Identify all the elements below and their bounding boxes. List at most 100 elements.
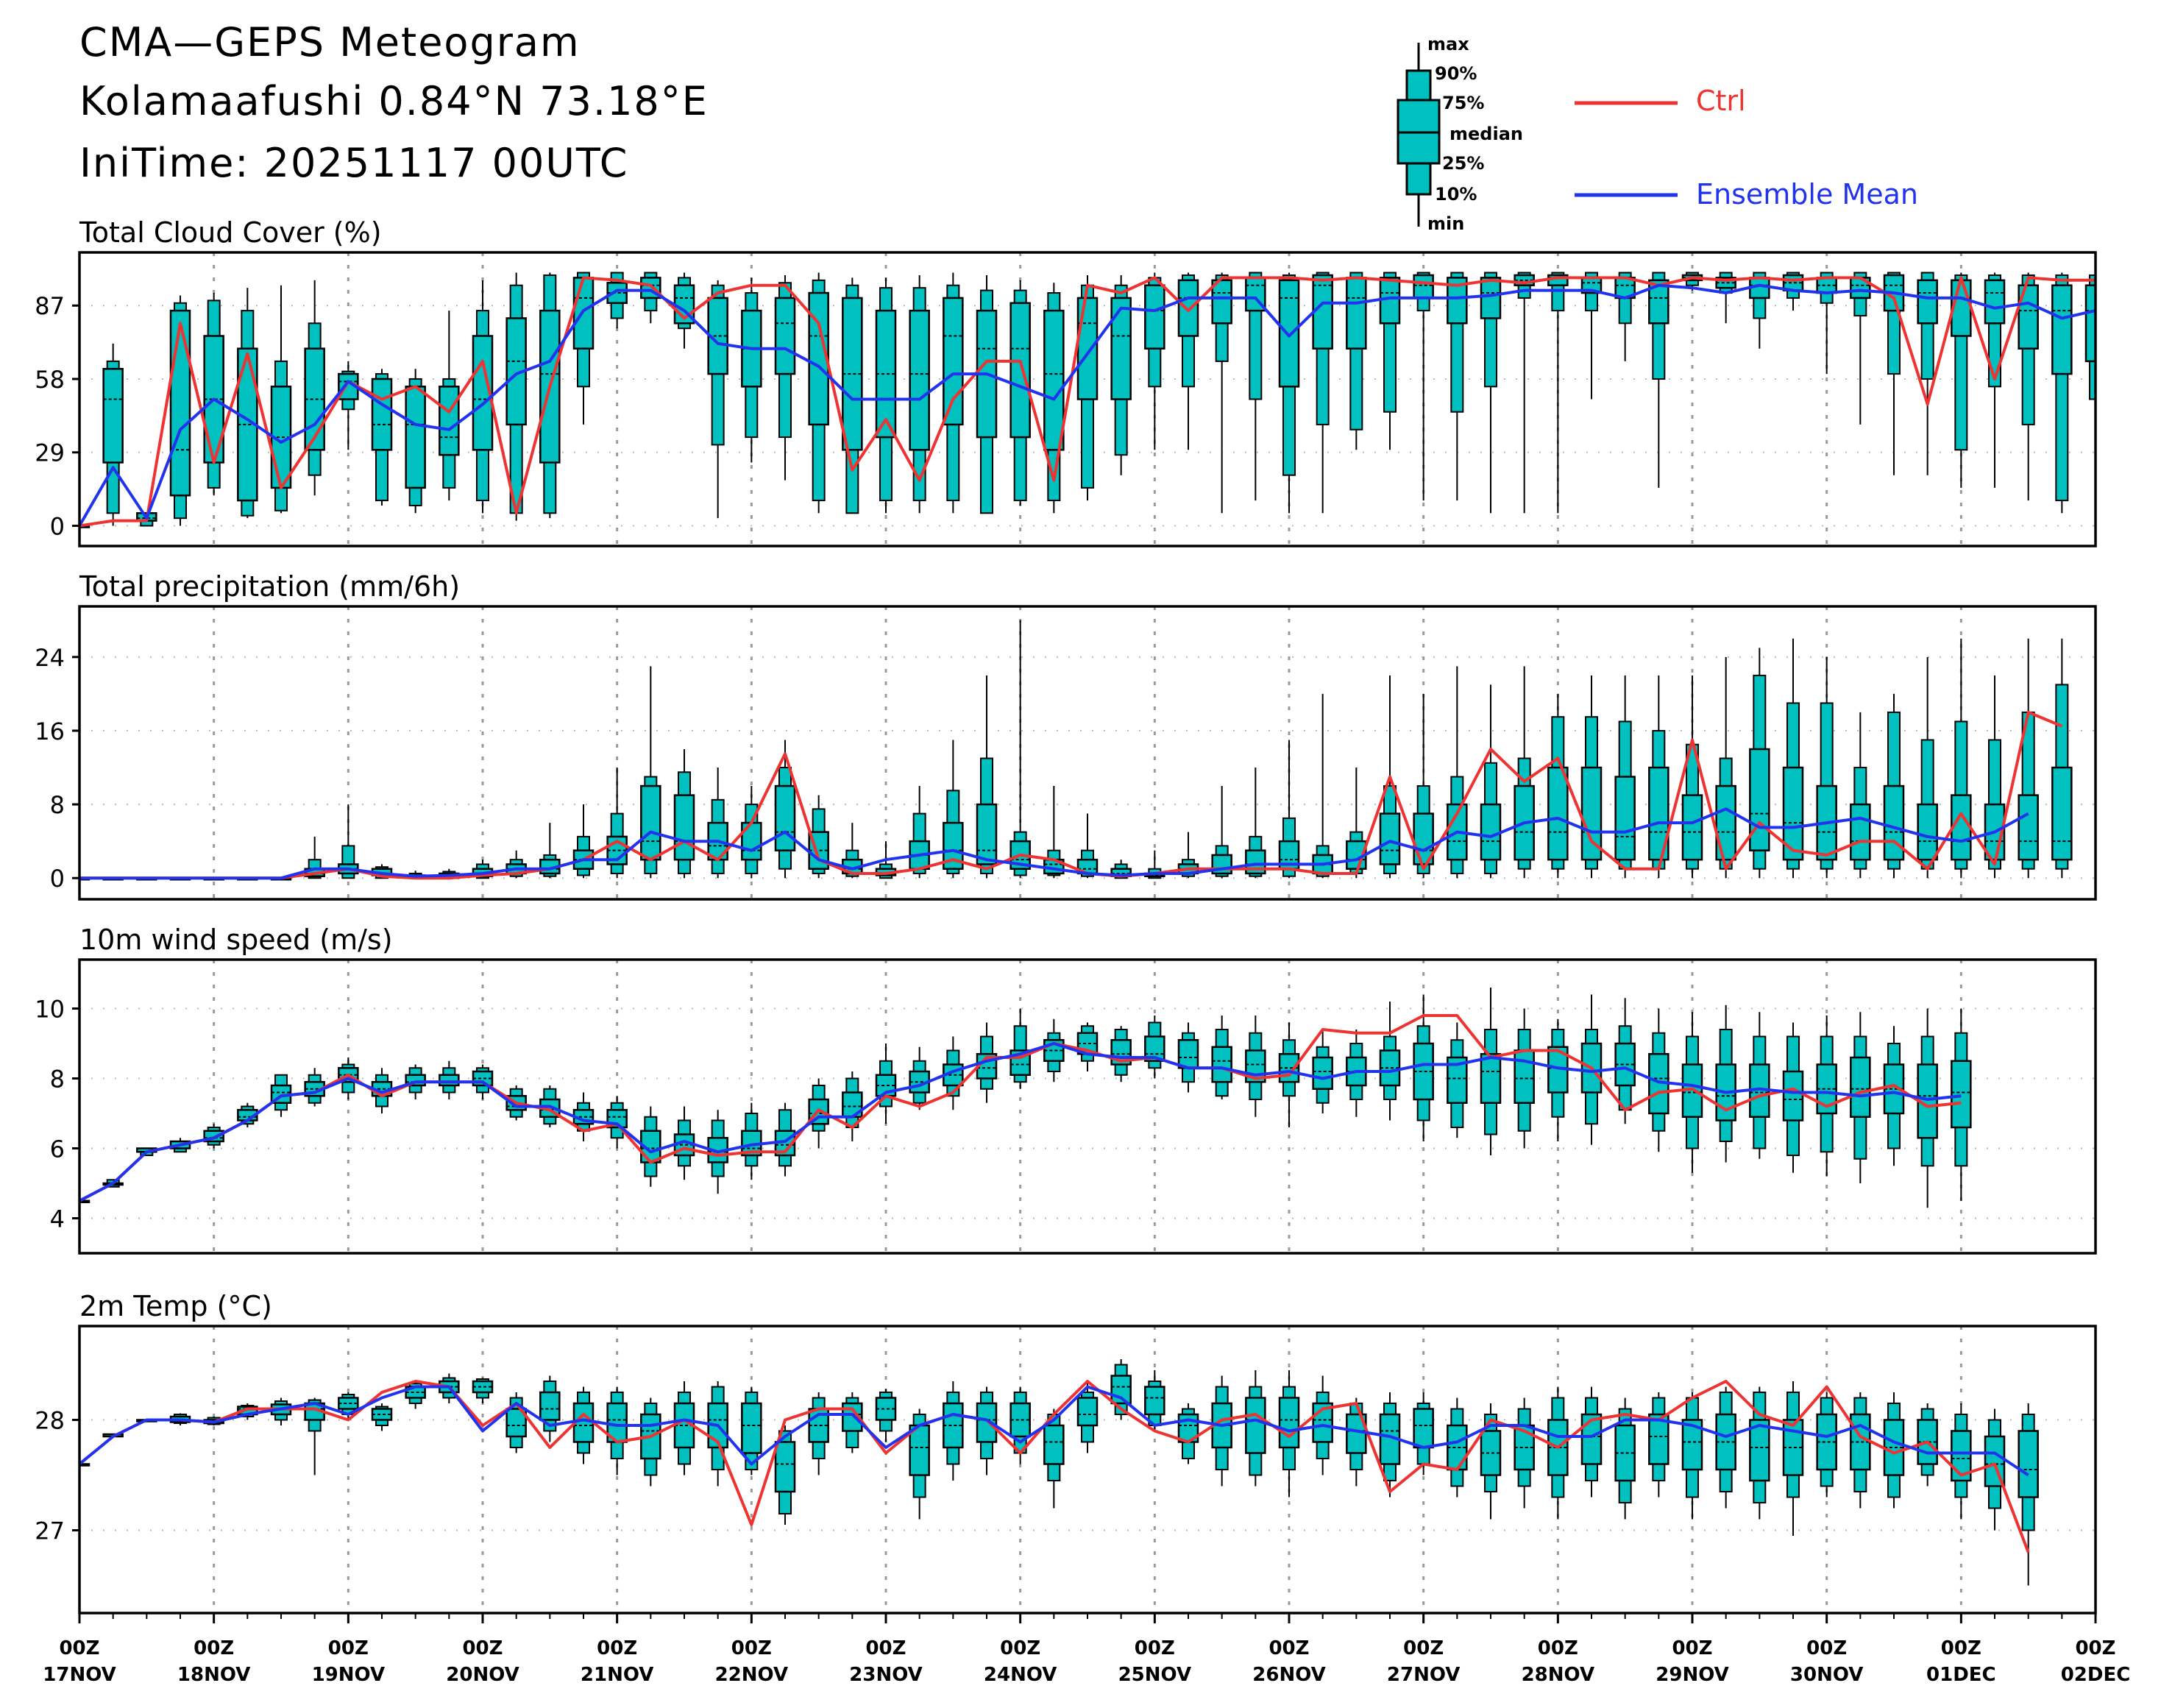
ensemble-box [741, 1386, 762, 1475]
location-label: Kolamaafushi 0.84°N 73.18°E [79, 78, 709, 124]
y-tick-label: 16 [35, 717, 65, 745]
box-p10-p25 [308, 1095, 322, 1104]
box-p75-p90 [1215, 1386, 1229, 1404]
ensemble-box [1110, 274, 1132, 475]
box-p10-p25 [1316, 1441, 1330, 1459]
panel-title: 10m wind speed (m/s) [79, 924, 393, 956]
ensemble-box [707, 768, 728, 879]
ensemble-box [640, 666, 661, 879]
box-p10-p25 [308, 1419, 322, 1432]
ensemble-box [1211, 1375, 1232, 1486]
ensemble-box [1917, 656, 1938, 879]
ensemble-box [808, 1392, 829, 1475]
box-iqr [2018, 1430, 2039, 1498]
ensemble-box [976, 1386, 998, 1475]
box-p75-p90 [1047, 1032, 1061, 1041]
ensemble-box [539, 272, 561, 519]
ensemble-box [338, 361, 359, 450]
box-p10-p25 [678, 1155, 691, 1167]
ensemble-box [1076, 274, 1099, 501]
ctrl-line [79, 1380, 2030, 1553]
box-iqr [1614, 776, 1636, 861]
box-p10-p25 [1920, 322, 1934, 380]
x-axis: 00Z 17NOV 00Z 18NOV 00Z 19NOV 00Z 20NOV 00Z 21NOV… [43, 1613, 2130, 1686]
ensemble-box [1580, 675, 1603, 879]
box-iqr [79, 1200, 91, 1203]
box-p75-p90 [1114, 1029, 1128, 1041]
panel-frame [78, 605, 2097, 901]
ensemble-box [1211, 272, 1232, 514]
box-p75-p90 [1920, 1035, 1934, 1066]
box-iqr [673, 794, 695, 861]
box-p75-p90 [1081, 1025, 1094, 1034]
ensemble-box [439, 311, 460, 501]
box-p10-p25 [1148, 1060, 1162, 1069]
box-iqr [774, 297, 796, 375]
y-tick-label: 8 [50, 1066, 65, 1094]
box-p10-p25 [1753, 297, 1767, 319]
ensemble-box [640, 1397, 661, 1486]
box-iqr [1144, 284, 1165, 350]
box-p10-p25 [1954, 859, 1968, 870]
box-p75-p90 [2157, 275, 2161, 286]
box-p10-p25 [778, 373, 792, 439]
box-iqr [1648, 1413, 1669, 1465]
box-p75-p90 [678, 1392, 691, 1404]
ensemble-box [875, 1043, 897, 1124]
ensemble-box [1447, 272, 1468, 501]
x-tick-label-hour: 00Z [59, 1637, 99, 1659]
box-p75-p90 [745, 292, 759, 312]
box-iqr [539, 309, 561, 464]
y-tick-label: 58 [35, 366, 65, 394]
box-p75-p90 [1585, 1397, 1598, 1415]
ensemble-box [1648, 1008, 1669, 1152]
ensemble-box [270, 1074, 292, 1117]
ensemble-box [270, 1397, 292, 1425]
box-iqr [976, 803, 998, 865]
ensemble-box [1211, 1016, 1232, 1099]
box-p10-p25 [1820, 1113, 1834, 1153]
box-p75-p90 [577, 1102, 590, 1111]
box-p75-p90 [174, 302, 187, 312]
box-iqr [1749, 748, 1770, 851]
box-p10-p25 [1786, 1119, 1800, 1156]
ensemble-box [1883, 693, 1905, 879]
ensemble-box [505, 1392, 527, 1453]
box-p10-p25 [1853, 859, 1867, 870]
x-tick-label-hour: 00Z [2075, 1637, 2115, 1659]
box-p75-p90 [1719, 757, 1733, 787]
ensemble-box [1749, 1386, 1770, 1520]
box-iqr [1850, 1056, 1871, 1118]
ensemble-mean-line [79, 1042, 1962, 1202]
ensemble-box [1043, 283, 1065, 514]
box-p10-p25 [1517, 1102, 1531, 1132]
box-p10-p25 [2021, 347, 2035, 425]
ensemble-box [472, 1378, 494, 1403]
ensemble-box [1379, 272, 1401, 450]
box-p75-p90 [1652, 1032, 1666, 1055]
box-p75-p90 [1618, 1025, 1632, 1044]
box-p75-p90 [1887, 1403, 1901, 1421]
box-iqr [1177, 1039, 1199, 1069]
box-p75-p90 [912, 1060, 926, 1072]
box-p10-p25 [980, 436, 993, 514]
box-p10-p25 [1585, 1463, 1598, 1481]
ensemble-box [1144, 1016, 1165, 1079]
ensemble-box [1816, 272, 1837, 375]
x-tick-label-date: 25NOV [1118, 1664, 1191, 1686]
box-p10-p25 [1114, 398, 1128, 456]
ensemble-box [875, 1389, 897, 1442]
ensemble-box [1245, 1016, 1266, 1117]
ensemble-box [1278, 1370, 1300, 1498]
box-p75-p90 [812, 1085, 826, 1100]
box-iqr [1346, 277, 1367, 350]
box-p75-p90 [778, 1109, 792, 1132]
box-p10-p25 [1484, 1102, 1497, 1135]
box-iqr [2051, 284, 2073, 375]
box-p10-p25 [745, 1155, 759, 1167]
legend-p10: 10% [1435, 184, 1477, 205]
box-iqr [943, 297, 964, 426]
box-p10-p25 [1954, 335, 1968, 451]
ensemble-box [673, 748, 695, 879]
box-p10-p25 [241, 500, 255, 517]
